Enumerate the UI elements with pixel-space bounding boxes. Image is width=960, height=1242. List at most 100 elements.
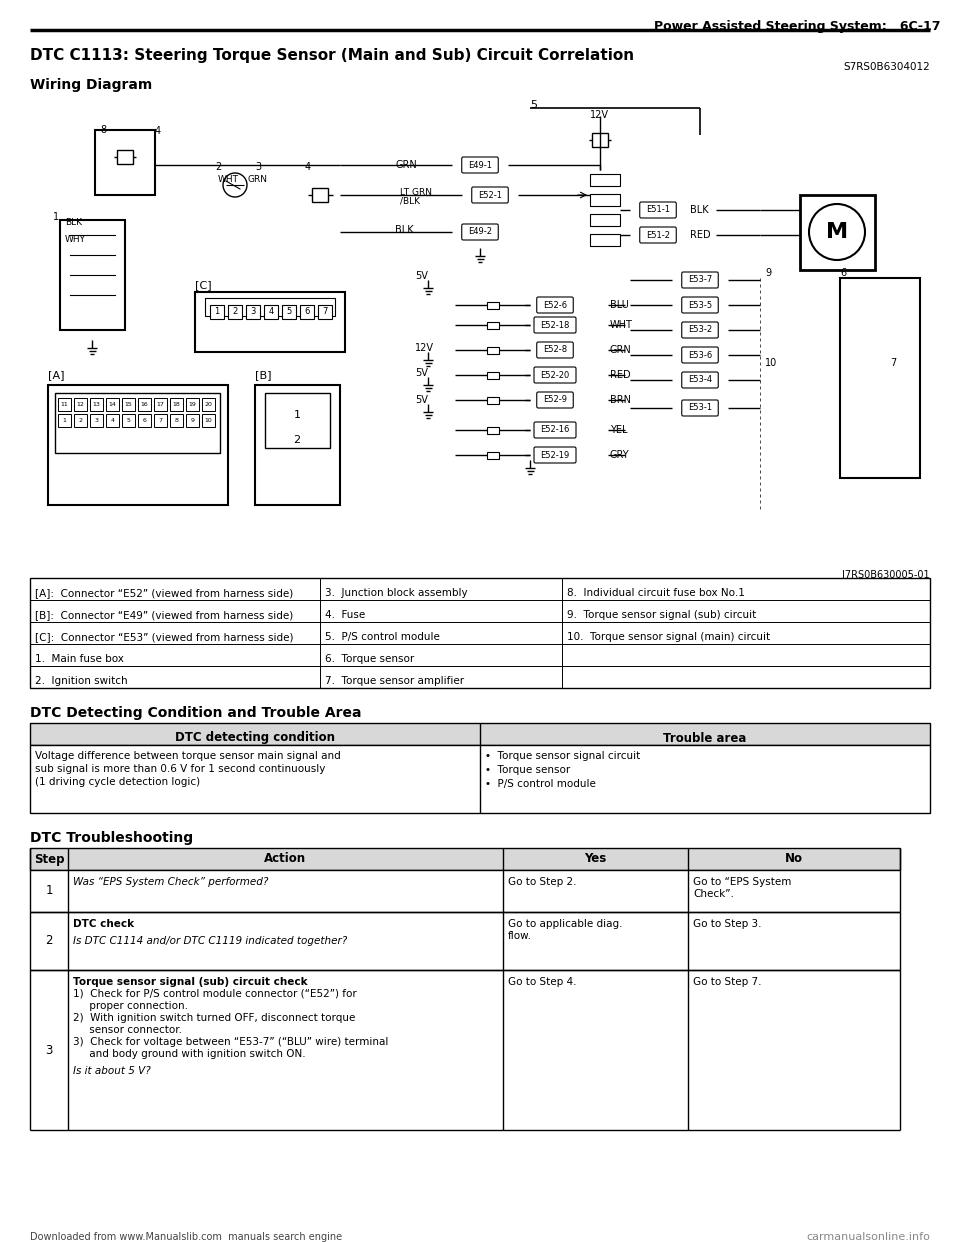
Text: RED: RED [610,370,631,380]
Bar [264,306,278,319]
Text: 5: 5 [530,101,537,111]
Text: E53-5: E53-5 [688,301,712,309]
Text: •  Torque sensor signal circuit
•  Torque sensor
•  P/S control module: • Torque sensor signal circuit • Torque … [485,751,640,789]
Bar [255,385,340,505]
Text: GRY: GRY [610,450,630,460]
Bar [55,392,220,453]
Text: 17: 17 [156,402,164,407]
Text: Go to applicable diag.
flow.: Go to applicable diag. flow. [508,919,622,940]
Text: 3.  Junction block assembly: 3. Junction block assembly [325,587,468,597]
FancyBboxPatch shape [682,373,718,388]
Text: 6: 6 [143,419,147,424]
Bar [246,306,260,319]
Text: 11: 11 [60,402,68,407]
FancyBboxPatch shape [462,156,498,173]
Text: BLK: BLK [690,205,708,215]
Text: Go to “EPS System
Check”.: Go to “EPS System Check”. [693,877,791,899]
FancyBboxPatch shape [639,202,676,219]
Text: E52-19: E52-19 [540,451,569,460]
FancyBboxPatch shape [682,347,718,363]
Text: No: No [785,852,803,866]
FancyBboxPatch shape [534,447,576,463]
Bar [487,322,498,328]
Text: Voltage difference between torque sensor main signal and
sub signal is more than: Voltage difference between torque sensor… [35,751,341,787]
Text: 12: 12 [77,402,84,407]
Text: E52-8: E52-8 [543,345,567,354]
Text: 7: 7 [890,358,897,368]
Text: /BLK: /BLK [400,197,420,206]
Bar [202,397,215,411]
Text: Yes: Yes [585,852,607,866]
Bar [30,912,900,970]
Text: carmanualsonline.info: carmanualsonline.info [806,1232,930,1242]
Text: E53-4: E53-4 [688,375,712,385]
FancyBboxPatch shape [537,392,573,409]
Bar [58,397,71,411]
Text: BLK: BLK [395,225,414,235]
Bar [30,970,900,1130]
Bar [590,214,620,226]
Text: 4.  Fuse: 4. Fuse [325,610,365,620]
Text: WHT: WHT [610,320,633,330]
Bar [590,174,620,186]
Text: E52-1: E52-1 [478,190,502,200]
Text: WHY: WHY [65,235,86,243]
Text: proper connection.: proper connection. [73,1001,188,1011]
Text: 2: 2 [232,308,238,317]
Bar [90,414,103,427]
Text: 19: 19 [188,402,197,407]
Text: 5: 5 [127,419,131,424]
FancyBboxPatch shape [534,366,576,383]
Text: Go to Step 2.: Go to Step 2. [508,877,577,887]
Text: 3: 3 [255,161,261,171]
Text: 7: 7 [158,419,162,424]
Bar [106,414,119,427]
Text: 1: 1 [45,884,53,898]
Text: E52-6: E52-6 [543,301,567,309]
Text: 3: 3 [45,1043,53,1057]
Text: 10: 10 [204,419,212,424]
Text: E53-6: E53-6 [688,350,712,359]
Text: 14: 14 [108,402,116,407]
Text: S7RS0B6304012: S7RS0B6304012 [843,62,930,72]
Text: 6: 6 [304,308,310,317]
FancyBboxPatch shape [462,224,498,240]
Text: 5V: 5V [415,395,428,405]
Text: [C]:  Connector “E53” (viewed from harness side): [C]: Connector “E53” (viewed from harnes… [35,632,294,642]
Text: 1: 1 [214,308,220,317]
Text: 8: 8 [100,125,107,135]
Text: 7.  Torque sensor amplifier: 7. Torque sensor amplifier [325,676,464,686]
Bar [154,414,167,427]
Bar [487,426,498,433]
Text: E49-1: E49-1 [468,160,492,169]
Text: 1.  Main fuse box: 1. Main fuse box [35,655,124,664]
Text: 3: 3 [94,419,99,424]
Text: 6: 6 [840,268,846,278]
Text: E49-2: E49-2 [468,227,492,236]
Text: 4: 4 [155,125,161,137]
Text: 20: 20 [204,402,212,407]
Text: 2)  With ignition switch turned OFF, disconnect torque: 2) With ignition switch turned OFF, disc… [73,1013,355,1023]
Bar [170,414,183,427]
Bar [30,848,900,869]
Text: 3)  Check for voltage between “E53-7” (“BLU” wire) terminal: 3) Check for voltage between “E53-7” (“B… [73,1037,389,1047]
Bar [205,298,335,315]
Text: 7: 7 [323,308,327,317]
Text: E52-16: E52-16 [540,426,569,435]
Text: Action: Action [264,852,306,866]
Text: I7RS0B630005-01: I7RS0B630005-01 [842,570,930,580]
Bar [487,347,498,354]
Text: Is it about 5 V?: Is it about 5 V? [73,1066,151,1076]
Text: RED: RED [690,230,710,240]
Text: 1)  Check for P/S control module connector (“E52”) for: 1) Check for P/S control module connecto… [73,989,357,999]
Text: 1: 1 [294,410,300,420]
Bar [122,414,135,427]
FancyBboxPatch shape [537,297,573,313]
Text: GRN: GRN [247,175,267,184]
Text: E52-20: E52-20 [540,370,569,380]
Text: 4: 4 [110,419,114,424]
Text: 5V: 5V [415,368,428,378]
Bar [202,414,215,427]
Text: Wiring Diagram: Wiring Diagram [30,78,153,92]
Bar [154,397,167,411]
